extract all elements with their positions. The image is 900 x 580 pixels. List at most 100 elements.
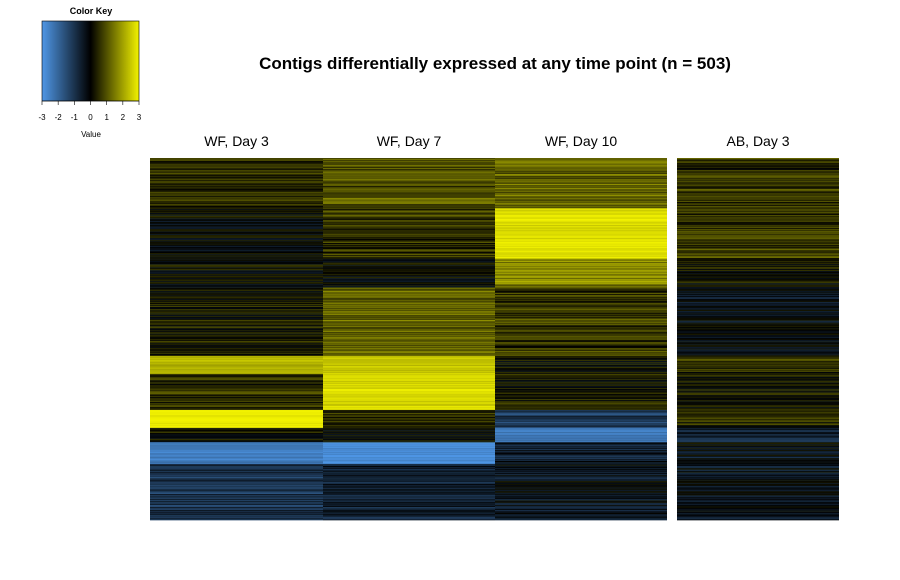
heatmap-cell	[150, 517, 323, 519]
heatmap-cell	[323, 298, 495, 300]
heatmap-cell	[323, 382, 495, 384]
heatmap-cell	[495, 243, 667, 245]
heatmap-cell	[677, 221, 839, 223]
heatmap-cell	[150, 488, 323, 490]
heatmap-cell	[495, 383, 667, 385]
heatmap-cell	[323, 270, 495, 272]
heatmap-cell	[323, 164, 495, 166]
heatmap-cell	[677, 291, 839, 293]
heatmap-cell	[150, 191, 323, 193]
heatmap-cell	[677, 448, 839, 450]
heatmap-cell	[677, 226, 839, 228]
heatmap-cell	[495, 386, 667, 388]
heatmap-cell	[677, 428, 839, 430]
heatmap-cell	[495, 261, 667, 263]
heatmap-cell	[495, 248, 667, 250]
heatmap-cell	[677, 224, 839, 226]
heatmap-cell	[323, 506, 495, 508]
heatmap-cell	[495, 341, 667, 343]
heatmap-cell	[677, 183, 839, 185]
heatmap-cell	[150, 201, 323, 203]
heatmap-cell	[323, 402, 495, 404]
heatmap-cell	[323, 353, 495, 355]
heatmap-cell	[677, 345, 839, 347]
heatmap-cell	[677, 323, 839, 325]
heatmap-cell	[150, 329, 323, 331]
heatmap-cell	[495, 355, 667, 357]
heatmap-cell	[495, 286, 667, 288]
heatmap-cell	[495, 292, 667, 294]
heatmap-cell	[495, 327, 667, 329]
heatmap-cell	[150, 227, 323, 229]
heatmap-cell	[150, 384, 323, 386]
heatmap-cell	[677, 347, 839, 350]
heatmap-cell	[677, 214, 839, 216]
heatmap-cell	[495, 172, 667, 174]
heatmap-cell	[150, 507, 323, 509]
heatmap-cell	[495, 253, 667, 255]
heatmap-cell	[495, 481, 667, 483]
heatmap-cell	[677, 353, 839, 355]
heatmap-cell	[150, 299, 323, 301]
heatmap-cell	[150, 316, 323, 318]
heatmap-cell	[323, 198, 495, 200]
heatmap-cell	[495, 333, 667, 335]
color-key-tick-label: 2	[121, 113, 126, 122]
heatmap-cell	[150, 295, 323, 297]
heatmap-cell	[323, 463, 495, 465]
heatmap-cell	[495, 327, 667, 329]
heatmap-cell	[323, 285, 495, 287]
heatmap-cell	[323, 306, 495, 309]
heatmap-cell	[677, 348, 839, 350]
heatmap-cell	[150, 231, 323, 233]
heatmap-cell	[677, 517, 839, 519]
heatmap-cell	[677, 477, 839, 479]
heatmap-cell	[677, 371, 839, 373]
heatmap-cell	[495, 368, 667, 370]
heatmap-cell	[495, 466, 667, 468]
heatmap-cell	[677, 165, 839, 167]
heatmap-cell	[323, 265, 495, 267]
heatmap-cell	[150, 514, 323, 516]
heatmap-cell	[495, 450, 667, 452]
heatmap-cell	[495, 203, 667, 205]
heatmap-cell	[150, 193, 323, 196]
heatmap-cell	[495, 519, 667, 521]
heatmap-cell	[150, 286, 323, 288]
heatmap-cell	[495, 464, 667, 466]
heatmap-cell	[495, 371, 667, 373]
heatmap-cell	[495, 318, 667, 320]
heatmap-cell	[677, 354, 839, 356]
heatmap-cell	[495, 427, 667, 429]
heatmap-cell	[677, 343, 839, 345]
heatmap-cell	[323, 497, 495, 499]
heatmap-cell	[323, 364, 495, 366]
heatmap-cell	[495, 273, 667, 275]
heatmap-cell	[150, 344, 323, 346]
heatmap-cell	[323, 331, 495, 333]
heatmap-cell	[150, 476, 323, 478]
heatmap-cell	[150, 261, 323, 263]
heatmap-cell	[677, 360, 839, 362]
heatmap-cell	[495, 478, 667, 481]
heatmap-cell	[495, 320, 667, 322]
heatmap-cell	[677, 331, 839, 333]
heatmap-cell	[495, 314, 667, 316]
heatmap-cell	[323, 428, 495, 430]
heatmap-cell	[677, 324, 839, 327]
heatmap-cell	[150, 408, 323, 410]
heatmap-cell	[677, 276, 839, 278]
heatmap-cell	[150, 485, 323, 487]
heatmap-cell	[150, 335, 323, 337]
heatmap-cell	[150, 165, 323, 167]
heatmap-cell	[323, 294, 495, 296]
heatmap-cell	[323, 294, 495, 296]
heatmap-cell	[495, 215, 667, 217]
heatmap-cell	[495, 432, 667, 434]
heatmap-cell	[323, 260, 495, 262]
heatmap-cell	[323, 194, 495, 196]
heatmap-cell	[677, 376, 839, 378]
heatmap-cell	[677, 311, 839, 313]
heatmap-cell	[150, 508, 323, 510]
heatmap-cell	[150, 476, 323, 478]
